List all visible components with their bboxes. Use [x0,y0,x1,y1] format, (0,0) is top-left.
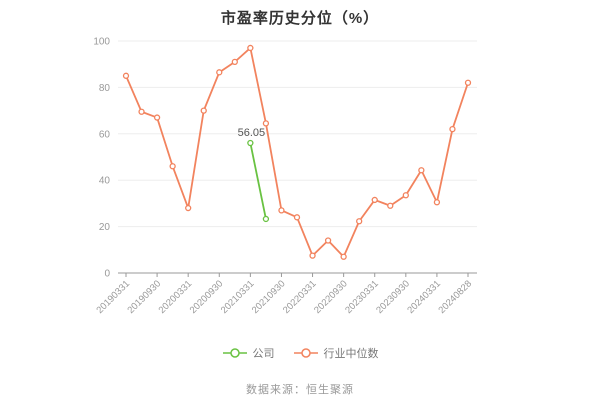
svg-text:40: 40 [99,176,111,187]
legend-label-company: 公司 [252,348,275,360]
series-company [247,139,270,223]
legend-item-industry-median[interactable]: 行业中位数 [293,345,379,361]
chart-title: 市盈率历史分位（%） [220,10,380,27]
data-source-text: 数据来源：恒生聚源 [246,384,354,396]
point-value-label: 56.05 [238,127,266,139]
company-series-marker-icon [222,348,247,358]
x-axis: 2019033120190930202003312020093020210331… [94,273,474,316]
industry-series-marker-icon [293,348,318,358]
y-axis: 0 20 40 60 80 100 [93,37,477,280]
legend: 公司 行业中位数 [0,344,600,362]
svg-text:80: 80 [99,83,111,94]
svg-text:60: 60 [99,129,111,140]
svg-text:20: 20 [99,222,111,233]
legend-item-company[interactable]: 公司 [222,345,275,361]
legend-label-industry-median: 行业中位数 [323,348,379,360]
svg-text:20240828: 20240828 [436,278,474,316]
svg-text:0: 0 [104,269,110,280]
svg-text:100: 100 [93,37,110,48]
line-chart: 0 20 40 60 80 100 2019033120190930202003312020… [93,37,477,316]
series-industry-median [122,44,472,260]
